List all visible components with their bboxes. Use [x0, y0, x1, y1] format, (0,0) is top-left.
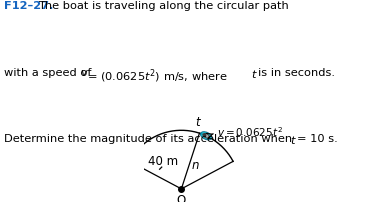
Ellipse shape — [201, 132, 212, 140]
Text: F12–27.: F12–27. — [4, 1, 53, 11]
Text: $n$: $n$ — [191, 159, 200, 172]
Text: $v = 0.0625t^2$: $v = 0.0625t^2$ — [217, 125, 283, 139]
Text: O: O — [177, 194, 186, 202]
Text: $v$: $v$ — [80, 68, 89, 78]
Text: = (0.0625$t^2$) m/s, where: = (0.0625$t^2$) m/s, where — [87, 68, 228, 85]
Text: is in seconds.: is in seconds. — [258, 68, 335, 78]
Text: 40 m: 40 m — [148, 156, 178, 168]
Text: $t$: $t$ — [251, 68, 258, 80]
Ellipse shape — [203, 134, 210, 138]
Text: $t$: $t$ — [195, 116, 202, 129]
Text: = 10 s.: = 10 s. — [297, 134, 338, 144]
Text: Determine the magnitude of its acceleration when: Determine the magnitude of its accelerat… — [4, 134, 296, 144]
Text: $t$: $t$ — [290, 134, 297, 146]
Text: The boat is traveling along the circular path: The boat is traveling along the circular… — [38, 1, 289, 11]
Ellipse shape — [204, 134, 206, 136]
Text: with a speed of: with a speed of — [4, 68, 95, 78]
